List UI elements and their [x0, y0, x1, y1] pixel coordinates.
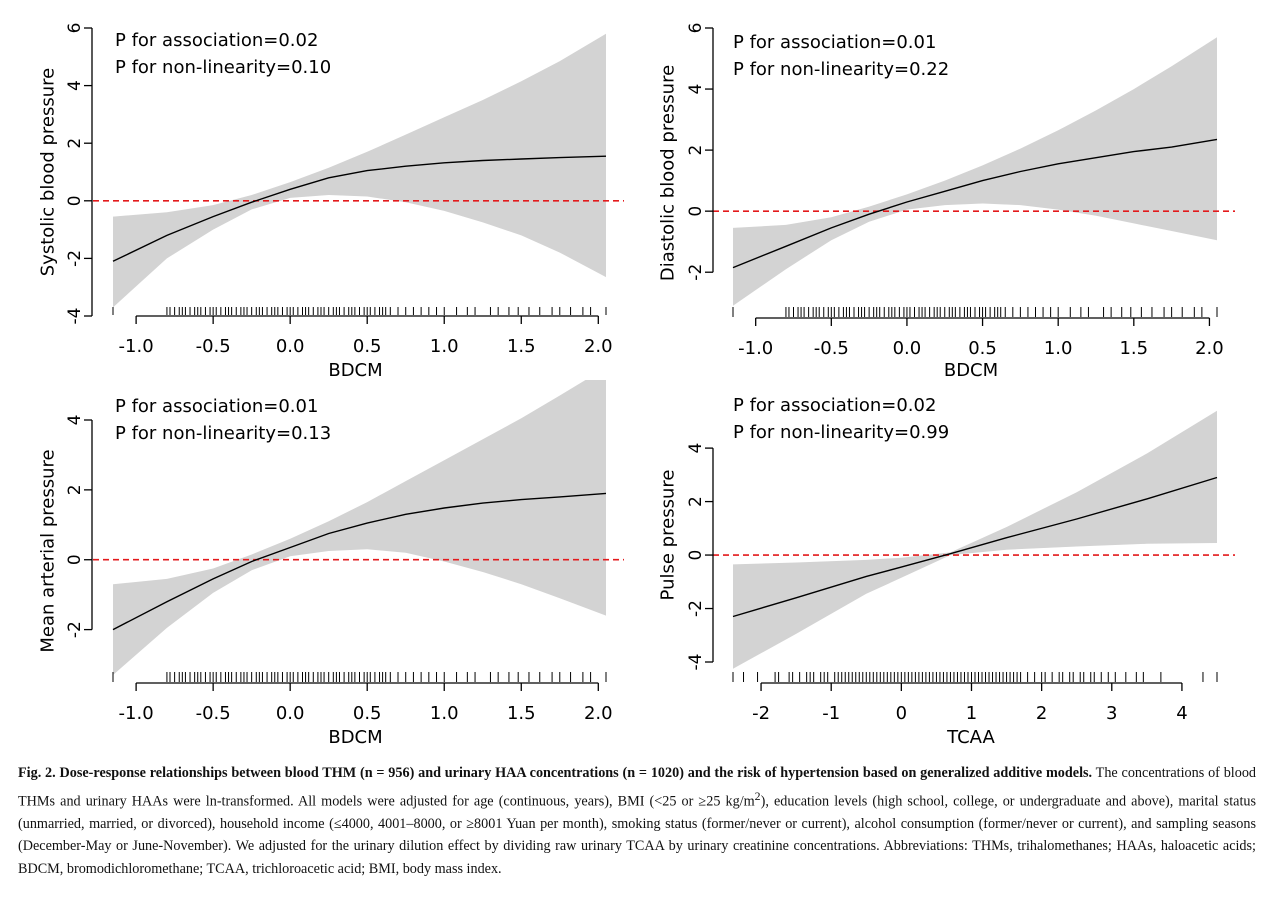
x-tick-label: 0 [896, 703, 907, 724]
x-tick-label: 1.5 [1119, 338, 1148, 359]
y-tick-label: -2 [686, 600, 706, 617]
confidence-band [113, 33, 606, 308]
confidence-band [113, 380, 606, 675]
y-axis-title: Mean arterial pressure [38, 449, 59, 652]
x-tick-label: -1.0 [119, 703, 154, 724]
x-tick-label: 0.5 [968, 338, 997, 359]
x-tick-label: -0.5 [196, 703, 231, 724]
p-value-annotation: P for non-linearity=0.22 [733, 59, 949, 80]
p-value-annotation: P for association=0.01 [115, 396, 318, 417]
estimate-curve [112, 492, 607, 631]
x-tick-label: 2.0 [1195, 338, 1224, 359]
y-tick-label: -2 [686, 264, 706, 281]
y-tick-label: -4 [686, 654, 706, 671]
panel-systolic-bdcm: -4 -2 0 2 4 6 -1.0 -0.5 0.0 0.5 1.0 1.5 2.0 BDCM Systo… [38, 23, 624, 380]
x-tick-label: 1.5 [507, 703, 536, 724]
p-value-annotation: P for association=0.01 [733, 32, 936, 53]
x-tick-label: -0.5 [196, 336, 231, 357]
y-axis-title: Pulse pressure [658, 470, 679, 601]
y-tick-label: 2 [686, 145, 706, 156]
x-tick-label: 0.0 [276, 703, 305, 724]
y-tick-label: 0 [686, 550, 706, 561]
y-axis-title: Systolic blood pressure [38, 68, 59, 277]
x-axis-title: BDCM [944, 360, 998, 380]
estimate-curve [112, 155, 607, 262]
y-tick-label: 0 [686, 206, 706, 217]
x-tick-label: -1.0 [738, 338, 773, 359]
x-tick-label: 2 [1036, 703, 1047, 724]
caption-superscript: 2 [754, 788, 761, 803]
panel-pulse-tcaa: -4 -2 0 2 4 -2 -1 0 1 2 3 4 TCAA Pulse pressure P for … [658, 395, 1235, 748]
x-tick-label: -1.0 [119, 336, 154, 357]
y-tick-label: 4 [686, 84, 706, 95]
y-tick-label: 2 [65, 138, 85, 149]
y-tick-label: 2 [65, 484, 85, 495]
x-tick-label: 0.0 [893, 338, 922, 359]
y-axis-title: Diastolic blood pressure [658, 65, 679, 281]
p-value-annotation: P for non-linearity=0.13 [115, 423, 331, 444]
confidence-band [733, 410, 1217, 669]
x-axis-title: BDCM [328, 727, 382, 748]
p-value-annotation: P for association=0.02 [733, 395, 936, 416]
estimate-curve [732, 138, 1218, 269]
y-tick-label: 4 [65, 415, 85, 426]
x-tick-label: 2.0 [584, 703, 613, 724]
caption-title: Dose-response relationships between bloo… [59, 765, 1093, 781]
y-tick-label: 6 [65, 23, 85, 34]
y-tick-label: 4 [686, 443, 706, 454]
y-tick-label: -2 [65, 250, 85, 267]
y-tick-label: -4 [65, 308, 85, 325]
p-value-annotation: P for non-linearity=0.99 [733, 422, 949, 443]
estimate-curve [732, 476, 1218, 618]
x-tick-label: -2 [752, 703, 770, 724]
figure-caption: Fig. 2. Dose-response relationships betw… [18, 762, 1256, 880]
x-tick-label: 0.5 [353, 336, 382, 357]
caption-body-1: The concentrations of blood THMs and uri… [18, 765, 1257, 810]
x-tick-label: 3 [1106, 703, 1117, 724]
x-tick-label: -1 [822, 703, 840, 724]
confidence-band [733, 37, 1217, 306]
panel-mean-arterial-bdcm: -2 0 2 4 -1.0 -0.5 0.0 0.5 1.0 1.5 2.0 BDCM Mean art… [38, 380, 624, 748]
x-tick-label: 1.0 [1044, 338, 1073, 359]
y-tick-label: 0 [65, 554, 85, 565]
y-tick-label: 4 [65, 80, 85, 91]
p-value-annotation: P for non-linearity=0.10 [115, 57, 331, 78]
y-tick-label: 2 [686, 496, 706, 507]
y-tick-label: 6 [686, 23, 706, 34]
caption-body-2: ), education levels (high school, colleg… [18, 793, 1257, 877]
y-tick-label: -2 [65, 621, 85, 638]
x-tick-label: -0.5 [814, 338, 849, 359]
p-value-annotation: P for association=0.02 [115, 30, 318, 51]
caption-label: Fig. 2. [18, 765, 56, 781]
x-tick-label: 0.0 [276, 336, 305, 357]
figure-grid: -4 -2 0 2 4 6 -1.0 -0.5 0.0 0.5 1.0 1.5 2.0 BDCM Systo… [38, 23, 1235, 748]
x-axis-title: BDCM [328, 360, 382, 380]
panel-diastolic-bdcm: -2 0 2 4 6 -1.0 -0.5 0.0 0.5 1.0 1.5 2.0 BDCM Diastol… [658, 23, 1235, 380]
x-axis-title: TCAA [946, 727, 995, 748]
x-tick-label: 1.5 [507, 336, 536, 357]
x-tick-label: 4 [1176, 703, 1187, 724]
x-tick-label: 2.0 [584, 336, 613, 357]
x-tick-label: 1.0 [430, 336, 459, 357]
x-tick-label: 1.0 [430, 703, 459, 724]
x-tick-label: 1 [966, 703, 977, 724]
x-tick-label: 0.5 [353, 703, 382, 724]
y-tick-label: 0 [65, 195, 85, 206]
